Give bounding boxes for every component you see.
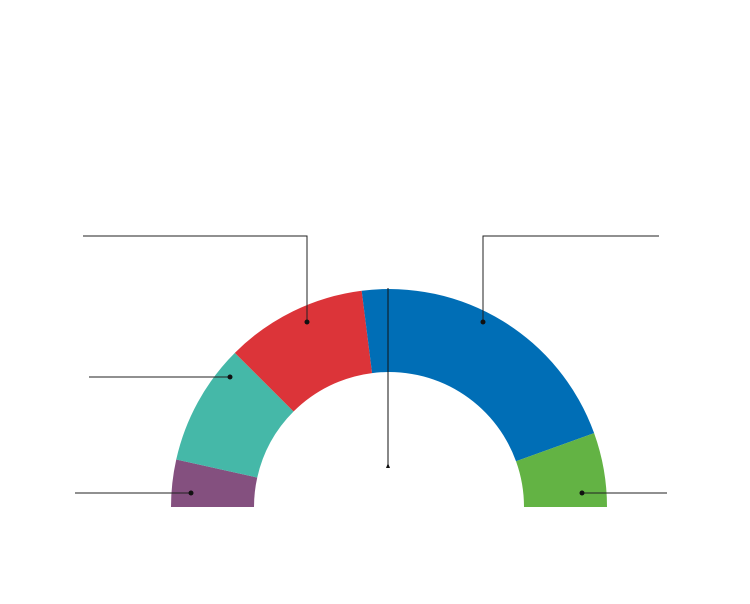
segment xyxy=(516,433,607,507)
leader-dot xyxy=(304,319,310,325)
segment xyxy=(361,289,595,462)
leader-line xyxy=(83,235,308,322)
leader-dot xyxy=(579,490,585,496)
segment xyxy=(176,352,294,478)
segments xyxy=(171,289,607,507)
leader-dot xyxy=(188,490,194,496)
leader-dot xyxy=(480,319,486,325)
leaders xyxy=(75,235,667,496)
leader-line xyxy=(482,235,659,322)
segment xyxy=(234,290,373,412)
midline-arrow xyxy=(386,463,390,468)
leader-dot xyxy=(227,374,233,380)
segment xyxy=(171,459,258,507)
